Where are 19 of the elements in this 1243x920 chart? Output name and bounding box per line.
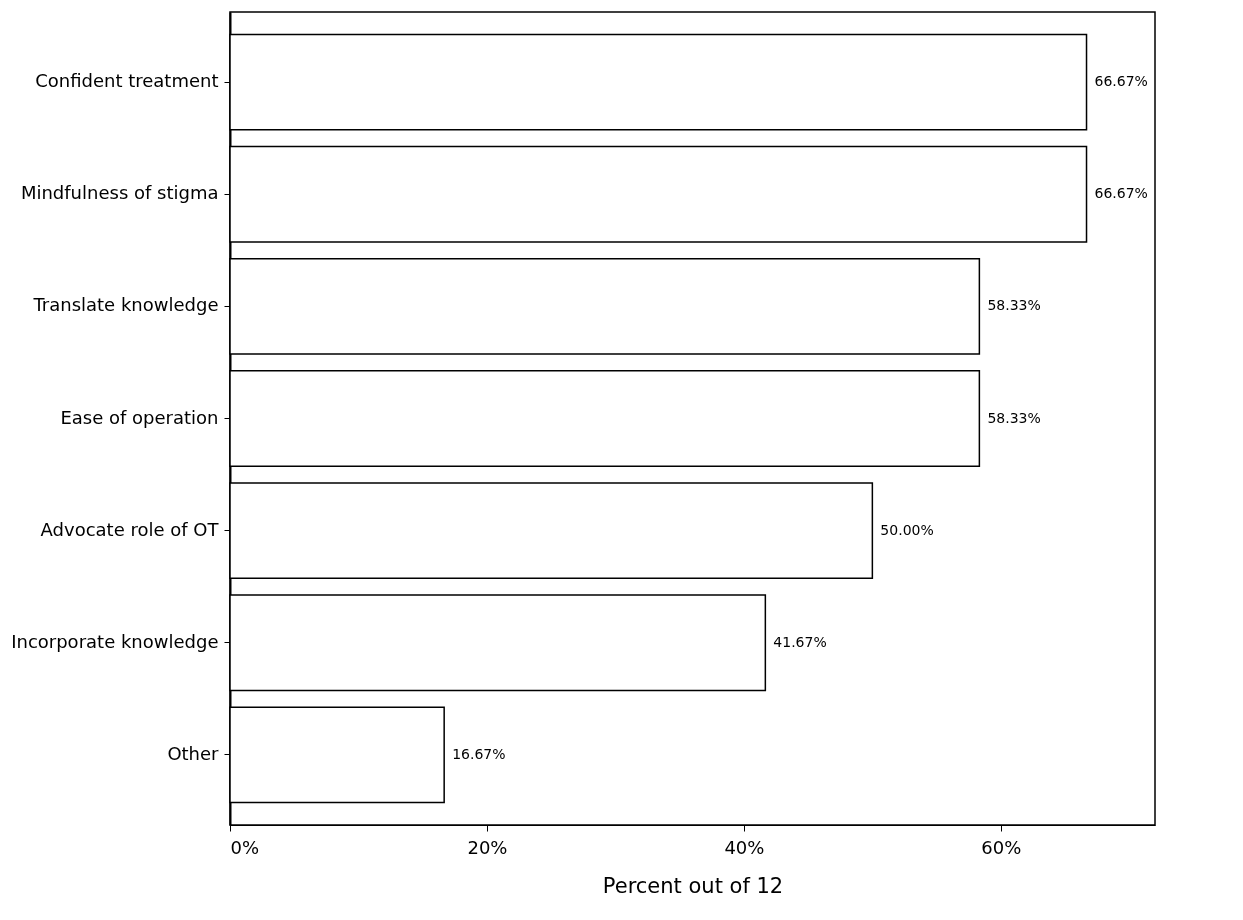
y-tick-label: Other <box>167 742 220 764</box>
data-label: 41.67% <box>773 633 827 650</box>
y-tick-label: Confident treatment <box>35 70 219 92</box>
y-tick-label: Ease of operation <box>60 406 219 428</box>
data-label: 66.67% <box>1094 73 1148 90</box>
y-tick-label: Translate knowledge <box>32 294 219 316</box>
x-axis-title: Percent out of 12 <box>602 873 784 898</box>
data-label: 66.67% <box>1094 185 1148 202</box>
y-tick-label: Incorporate knowledge <box>11 630 219 652</box>
data-label: 58.33% <box>987 409 1041 426</box>
x-tick-label: 0% <box>230 836 260 858</box>
y-tick-label: Advocate role of OT <box>40 518 220 540</box>
y-tick-label: Mindfulness of stigma <box>20 182 219 204</box>
data-label: 16.67% <box>452 745 506 762</box>
data-label: 50.00% <box>880 521 934 538</box>
x-tick-label: 20% <box>467 836 508 858</box>
x-tick-label: 60% <box>981 836 1022 858</box>
data-label: 58.33% <box>987 297 1041 314</box>
x-tick-label: 40% <box>724 836 765 858</box>
